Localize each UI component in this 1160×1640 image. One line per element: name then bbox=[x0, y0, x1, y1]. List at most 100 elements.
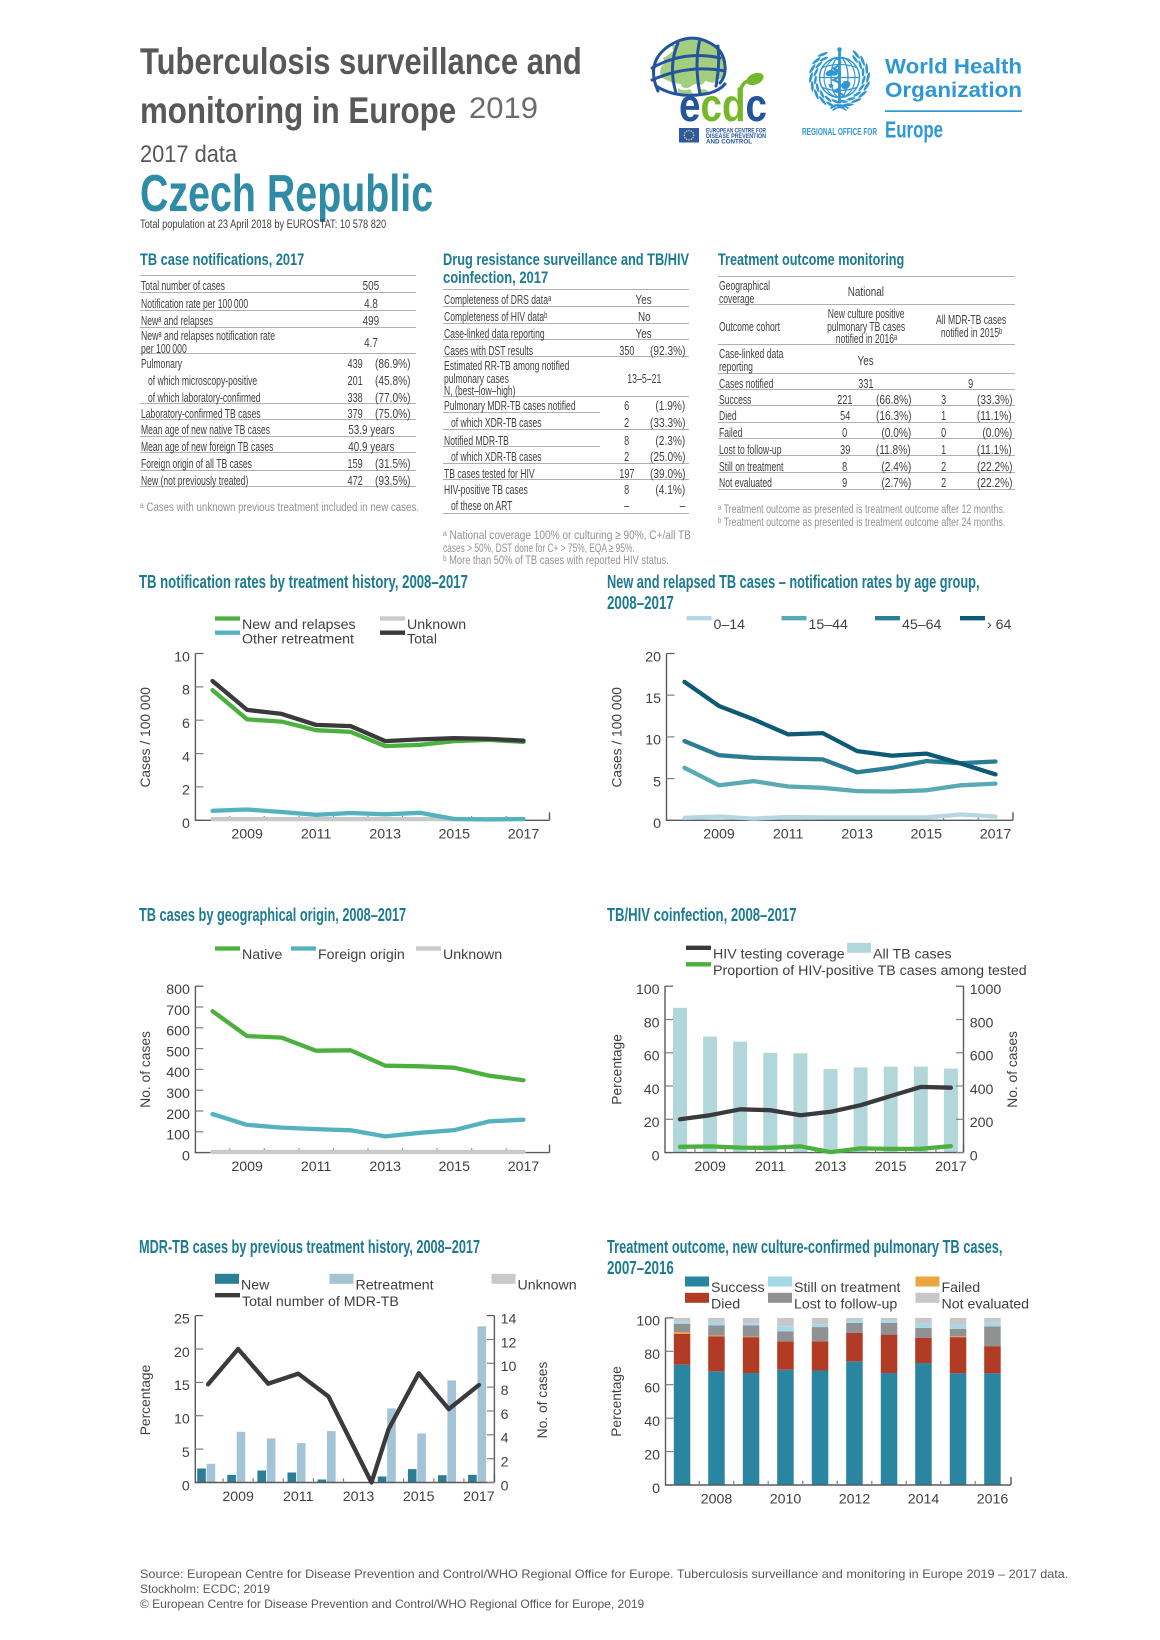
svg-text:20: 20 bbox=[174, 1345, 190, 1361]
svg-text:10: 10 bbox=[174, 1412, 190, 1428]
svg-text:Total: Total bbox=[407, 631, 437, 647]
svg-text:› 64: › 64 bbox=[987, 617, 1012, 633]
svg-text:Percentage: Percentage bbox=[609, 1366, 624, 1437]
svg-text:40: 40 bbox=[644, 1082, 660, 1098]
svg-text:2013: 2013 bbox=[815, 1159, 847, 1175]
svg-text:0: 0 bbox=[501, 1478, 509, 1494]
svg-text:2: 2 bbox=[182, 783, 190, 799]
svg-text:2009: 2009 bbox=[231, 827, 263, 843]
svg-text:Died: Died bbox=[711, 1296, 740, 1312]
svg-text:2015: 2015 bbox=[439, 1159, 471, 1175]
svg-text:600: 600 bbox=[970, 1049, 994, 1065]
svg-text:2009: 2009 bbox=[222, 1489, 254, 1505]
svg-text:Success: Success bbox=[711, 1280, 765, 1296]
svg-text:2015: 2015 bbox=[439, 827, 471, 843]
svg-text:DISEASE PREVENTION: DISEASE PREVENTION bbox=[706, 133, 766, 140]
svg-text:New and relapses: New and relapses bbox=[242, 617, 356, 633]
svg-text:2009: 2009 bbox=[694, 1159, 726, 1175]
svg-text:Still on treatment: Still on treatment bbox=[794, 1280, 901, 1296]
svg-text:Other retreatment: Other retreatment bbox=[242, 631, 354, 647]
svg-text:0: 0 bbox=[653, 816, 661, 832]
svg-text:80: 80 bbox=[644, 1015, 660, 1031]
svg-text:2009: 2009 bbox=[703, 827, 735, 843]
svg-text:Failed: Failed bbox=[942, 1280, 981, 1296]
svg-text:200: 200 bbox=[970, 1115, 994, 1131]
svg-text:Not evaluated: Not evaluated bbox=[942, 1296, 1030, 1312]
svg-text:Percentage: Percentage bbox=[138, 1364, 153, 1435]
svg-text:200: 200 bbox=[166, 1107, 190, 1123]
svg-text:300: 300 bbox=[166, 1086, 190, 1102]
svg-text:Unknown: Unknown bbox=[518, 1277, 577, 1293]
svg-text:800: 800 bbox=[166, 982, 190, 998]
svg-text:All TB cases: All TB cases bbox=[873, 946, 952, 962]
svg-text:0: 0 bbox=[182, 1148, 190, 1164]
svg-text:2011: 2011 bbox=[773, 827, 804, 843]
svg-text:2013: 2013 bbox=[841, 827, 873, 843]
svg-text:2013: 2013 bbox=[343, 1489, 375, 1505]
svg-text:6: 6 bbox=[501, 1407, 509, 1423]
svg-text:No. of cases: No. of cases bbox=[535, 1362, 550, 1439]
svg-text:2: 2 bbox=[501, 1455, 509, 1471]
svg-text:c: c bbox=[746, 80, 767, 131]
svg-text:0: 0 bbox=[182, 816, 190, 832]
svg-text:2015: 2015 bbox=[911, 827, 943, 843]
svg-text:4: 4 bbox=[182, 749, 190, 765]
svg-text:2011: 2011 bbox=[301, 827, 332, 843]
svg-text:4: 4 bbox=[501, 1431, 509, 1447]
svg-text:45–64: 45–64 bbox=[902, 617, 942, 633]
svg-text:Europe: Europe bbox=[885, 117, 943, 143]
svg-text:0–14: 0–14 bbox=[714, 617, 746, 633]
svg-text:20: 20 bbox=[645, 649, 661, 665]
svg-text:15–44: 15–44 bbox=[809, 617, 849, 633]
svg-text:14: 14 bbox=[501, 1311, 517, 1327]
svg-text:2009: 2009 bbox=[231, 1159, 263, 1175]
svg-text:c: c bbox=[700, 80, 721, 131]
svg-text:2017: 2017 bbox=[508, 1159, 540, 1175]
svg-text:Cases / 100 000: Cases / 100 000 bbox=[138, 687, 153, 788]
svg-text:15: 15 bbox=[645, 691, 661, 707]
svg-text:2011: 2011 bbox=[301, 1159, 332, 1175]
svg-text:60: 60 bbox=[644, 1381, 660, 1397]
svg-text:2012: 2012 bbox=[839, 1491, 871, 1507]
svg-text:0: 0 bbox=[970, 1148, 978, 1164]
svg-text:8: 8 bbox=[182, 683, 190, 699]
svg-text:25: 25 bbox=[174, 1311, 190, 1327]
svg-text:2011: 2011 bbox=[283, 1489, 314, 1505]
svg-text:Total number of MDR-TB: Total number of MDR-TB bbox=[242, 1294, 399, 1310]
svg-text:40: 40 bbox=[644, 1414, 660, 1430]
svg-text:20: 20 bbox=[644, 1447, 660, 1463]
svg-text:10: 10 bbox=[645, 733, 661, 749]
svg-text:2017: 2017 bbox=[935, 1159, 967, 1175]
svg-text:No. of cases: No. of cases bbox=[1005, 1031, 1020, 1108]
svg-text:Unknown: Unknown bbox=[443, 947, 502, 963]
svg-text:6: 6 bbox=[182, 716, 190, 732]
svg-text:Foreign origin: Foreign origin bbox=[318, 947, 405, 963]
svg-text:600: 600 bbox=[166, 1024, 190, 1040]
svg-text:2017: 2017 bbox=[463, 1489, 495, 1505]
svg-text:2011: 2011 bbox=[755, 1159, 786, 1175]
svg-text:Organization: Organization bbox=[885, 78, 1022, 102]
svg-text:2015: 2015 bbox=[403, 1489, 435, 1505]
svg-text:New: New bbox=[241, 1277, 270, 1293]
svg-text:2016: 2016 bbox=[977, 1491, 1009, 1507]
svg-text:15: 15 bbox=[174, 1378, 190, 1394]
svg-text:20: 20 bbox=[644, 1115, 660, 1131]
svg-text:2017: 2017 bbox=[508, 827, 540, 843]
svg-text:2008: 2008 bbox=[701, 1491, 733, 1507]
svg-text:400: 400 bbox=[166, 1065, 190, 1081]
svg-text:0: 0 bbox=[652, 1148, 660, 1164]
svg-text:10: 10 bbox=[501, 1359, 517, 1375]
svg-text:2010: 2010 bbox=[770, 1491, 802, 1507]
svg-text:100: 100 bbox=[636, 982, 660, 998]
svg-text:1000: 1000 bbox=[970, 982, 1002, 998]
svg-text:80: 80 bbox=[644, 1347, 660, 1363]
svg-text:Cases / 100 000: Cases / 100 000 bbox=[610, 687, 625, 788]
svg-text:10: 10 bbox=[174, 649, 190, 665]
svg-text:e: e bbox=[679, 80, 700, 131]
svg-text:Percentage: Percentage bbox=[610, 1034, 625, 1105]
svg-text:World Health: World Health bbox=[885, 55, 1022, 79]
svg-text:0: 0 bbox=[182, 1478, 190, 1494]
svg-text:2017: 2017 bbox=[980, 827, 1012, 843]
svg-text:700: 700 bbox=[166, 1003, 190, 1019]
svg-text:2013: 2013 bbox=[369, 1159, 401, 1175]
